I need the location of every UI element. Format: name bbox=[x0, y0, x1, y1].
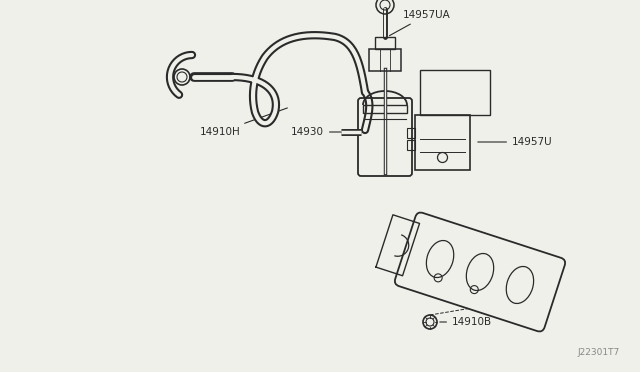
Bar bbox=[407, 128, 415, 138]
Bar bbox=[407, 140, 415, 150]
Text: 14910H: 14910H bbox=[200, 108, 287, 137]
Text: J22301T7: J22301T7 bbox=[578, 348, 620, 357]
Bar bbox=[420, 70, 490, 115]
Bar bbox=[375, 37, 395, 49]
Bar bbox=[369, 49, 401, 71]
Text: 14957U: 14957U bbox=[478, 137, 552, 147]
Bar bbox=[363, 105, 407, 113]
Text: 14910B: 14910B bbox=[440, 317, 492, 327]
Bar bbox=[415, 115, 470, 170]
Text: 14930: 14930 bbox=[291, 127, 358, 137]
Text: 14957UA: 14957UA bbox=[389, 10, 451, 36]
